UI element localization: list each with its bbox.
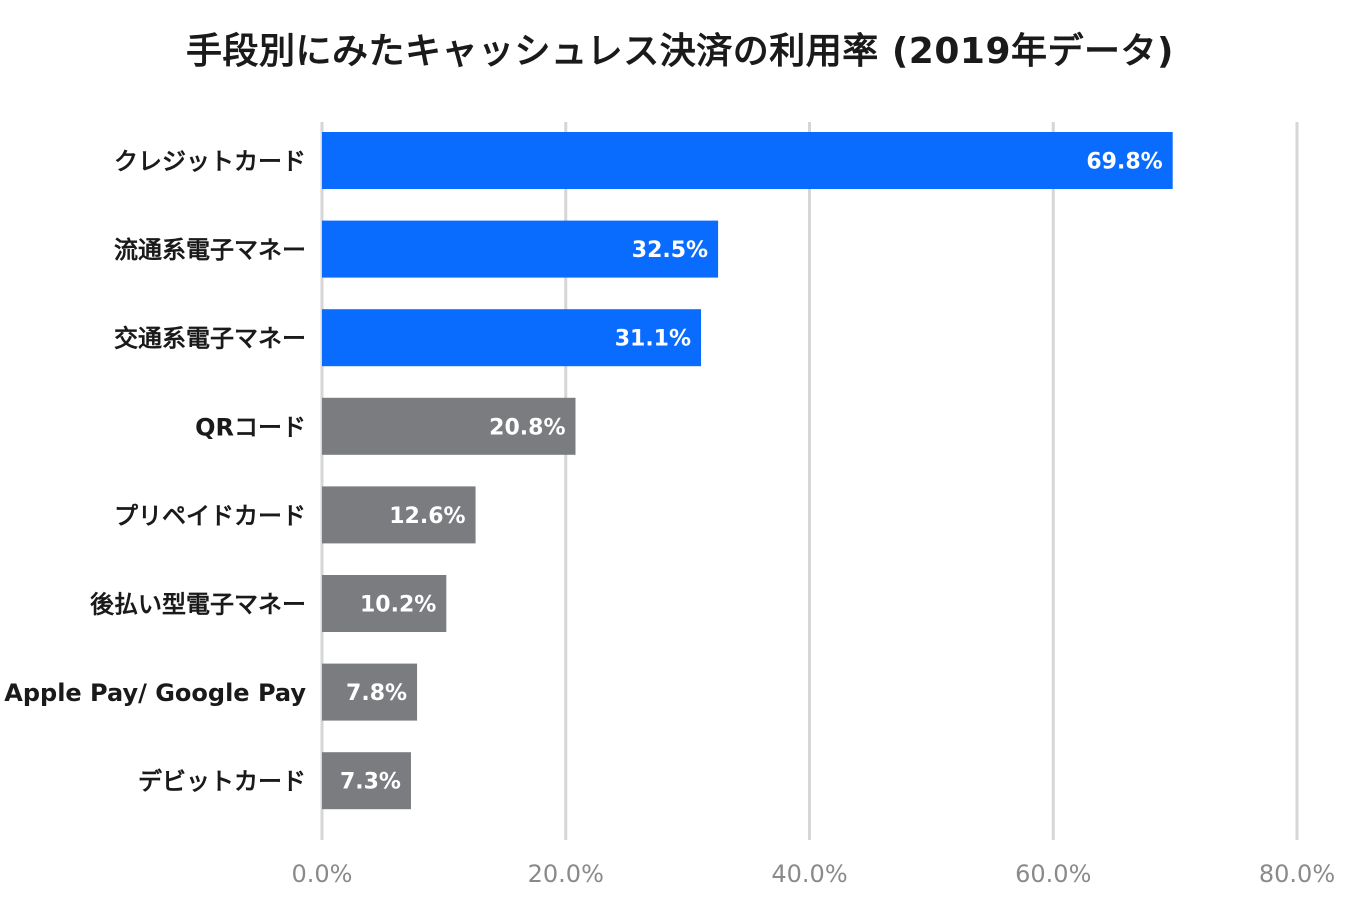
- data-label: 10.2%: [360, 593, 436, 618]
- x-tick-label: 40.0%: [771, 860, 847, 888]
- bar: [322, 663, 418, 721]
- data-label: 7.3%: [340, 770, 401, 795]
- data-label: 12.6%: [389, 504, 465, 529]
- data-label: 20.8%: [489, 415, 565, 440]
- category-label: クレジットカード: [114, 148, 306, 176]
- bar: [322, 486, 476, 544]
- category-label: デビットカード: [138, 768, 306, 796]
- data-label: 7.8%: [346, 681, 407, 706]
- bar: [322, 752, 411, 810]
- data-label: 32.5%: [632, 238, 708, 263]
- category-label: Apple Pay/ Google Pay: [4, 679, 306, 707]
- bar: [322, 397, 576, 455]
- x-tick-label: 80.0%: [1259, 860, 1335, 888]
- bar: [322, 309, 702, 367]
- category-label: プリペイドカード: [114, 502, 306, 530]
- category-label: QRコード: [195, 413, 306, 441]
- x-tick-label: 60.0%: [1015, 860, 1091, 888]
- data-label: 31.1%: [615, 327, 691, 352]
- category-label: 流通系電子マネー: [114, 236, 306, 264]
- x-tick-label: 20.0%: [528, 860, 604, 888]
- category-label: 交通系電子マネー: [114, 325, 306, 353]
- bar: [322, 132, 1173, 189]
- x-tick-label: 0.0%: [292, 860, 353, 888]
- category-label: 後払い型電子マネー: [90, 591, 306, 619]
- chart-title: 手段別にみたキャッシュレス決済の利用率 (2019年データ): [186, 31, 1174, 72]
- bar: [322, 220, 719, 278]
- data-label: 69.8%: [1086, 150, 1162, 175]
- bar: [322, 575, 447, 632]
